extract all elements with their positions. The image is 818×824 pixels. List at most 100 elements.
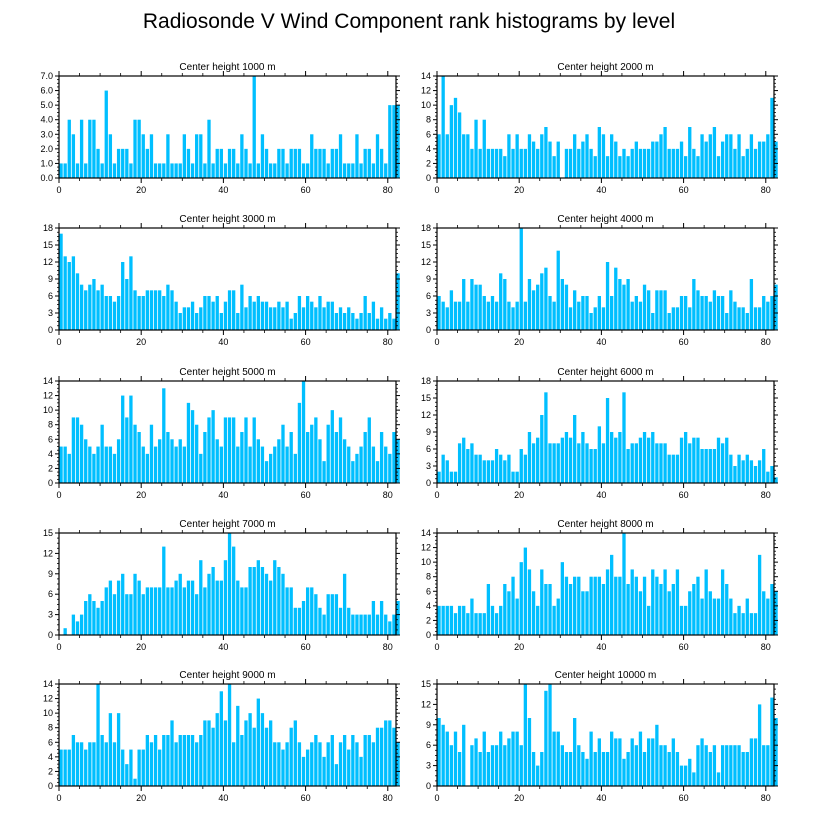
histogram-bar [116, 439, 121, 483]
histogram-bar [511, 148, 515, 178]
y-tick-label: 18 [43, 223, 53, 233]
histogram-bar [630, 443, 634, 483]
histogram-bar [338, 307, 343, 330]
histogram-bar [523, 454, 528, 483]
histogram-bar [741, 613, 745, 635]
histogram-bar [392, 318, 396, 330]
histogram-bar [499, 731, 503, 786]
histogram-bar [363, 432, 367, 483]
histogram-bar [388, 453, 392, 483]
y-tick-label: 14 [421, 71, 431, 81]
histogram-bar [256, 163, 260, 178]
histogram-bar [384, 614, 388, 635]
histogram-bar [593, 576, 597, 635]
y-tick-label: 2 [426, 615, 431, 625]
histogram-bar [170, 587, 174, 635]
histogram-bar [536, 284, 540, 330]
histogram-bar [199, 735, 203, 786]
histogram-bar [334, 313, 339, 330]
y-tick-label: 15 [421, 240, 431, 250]
histogram-bar [203, 296, 207, 330]
histogram-bar [540, 415, 544, 483]
histogram-bar [457, 443, 462, 483]
histogram-bar [671, 148, 675, 178]
histogram-bar [774, 284, 778, 330]
histogram-bar [503, 156, 507, 178]
histogram-bar [71, 735, 76, 786]
histogram-bar [696, 437, 700, 483]
histogram-bar [236, 705, 240, 786]
histogram-bar [683, 605, 688, 635]
histogram-bar [215, 439, 219, 483]
histogram-bar [75, 417, 80, 483]
histogram-bar [334, 148, 339, 178]
histogram-bar [548, 141, 552, 178]
histogram-bar [700, 296, 704, 330]
histogram-bar [301, 163, 306, 178]
x-tick-label: 20 [514, 490, 524, 500]
histogram-bar [178, 313, 182, 330]
histogram-bar [133, 424, 137, 483]
histogram-bar [219, 313, 223, 330]
histogram-bar [573, 576, 577, 635]
histogram-bar [301, 307, 306, 330]
histogram-bar [396, 273, 400, 330]
histogram-bar [227, 290, 232, 330]
histogram-bar [725, 584, 729, 635]
x-tick-label: 60 [301, 337, 311, 347]
histogram-bar [92, 742, 96, 786]
histogram-bar [466, 301, 470, 330]
histogram-bar [737, 134, 741, 178]
histogram-bar [121, 749, 125, 786]
y-tick-label: 0 [426, 630, 431, 640]
histogram-bar [379, 148, 384, 178]
y-tick-label: 6 [48, 291, 53, 301]
histogram-bar [125, 148, 129, 178]
histogram-bar [741, 460, 745, 483]
histogram-bar [585, 758, 589, 786]
histogram-bar [667, 591, 671, 635]
x-tick-label: 0 [56, 185, 61, 195]
histogram-bar [597, 127, 601, 178]
histogram-bar [453, 471, 458, 483]
histogram-bar [178, 735, 182, 786]
histogram-bar [753, 466, 758, 483]
x-tick-label: 80 [383, 793, 393, 803]
histogram-bar [104, 742, 108, 786]
histogram-bar [227, 148, 232, 178]
histogram-bar [712, 449, 717, 483]
histogram-bar [700, 134, 704, 178]
histogram-bar [519, 449, 523, 483]
histogram-bar [470, 443, 474, 483]
histogram-bar [745, 598, 749, 635]
histogram-bar [470, 279, 474, 330]
histogram-bar [655, 443, 659, 483]
histogram-bar [486, 460, 491, 483]
histogram-bar [622, 533, 626, 635]
histogram-bar [733, 613, 737, 635]
histogram-bar [552, 443, 556, 483]
x-tick-label: 80 [383, 337, 393, 347]
x-tick-label: 40 [596, 185, 606, 195]
histogram-bar [626, 752, 630, 786]
histogram-bar [679, 605, 684, 635]
histogram-bar [84, 290, 88, 330]
histogram-bar [59, 749, 63, 786]
x-tick-label: 80 [383, 490, 393, 500]
x-tick-label: 20 [514, 185, 524, 195]
histogram-bar [577, 443, 581, 483]
y-tick-label: 12 [43, 257, 53, 267]
histogram-bar [757, 307, 762, 330]
histogram-bar [688, 307, 692, 330]
histogram-bar [494, 745, 499, 786]
histogram-bar [182, 307, 186, 330]
histogram-bar [384, 318, 388, 330]
histogram-panel: Center height 5000 m 0 2 4 6 8 10 12 14 0 20 40 60 80 [43, 367, 400, 500]
histogram-bar [133, 573, 137, 635]
histogram-bar [84, 163, 88, 178]
histogram-bar [314, 417, 318, 483]
histogram-bar [396, 742, 400, 786]
x-tick-label: 0 [434, 642, 439, 652]
histogram-bar [536, 148, 540, 178]
histogram-bar [301, 756, 306, 786]
